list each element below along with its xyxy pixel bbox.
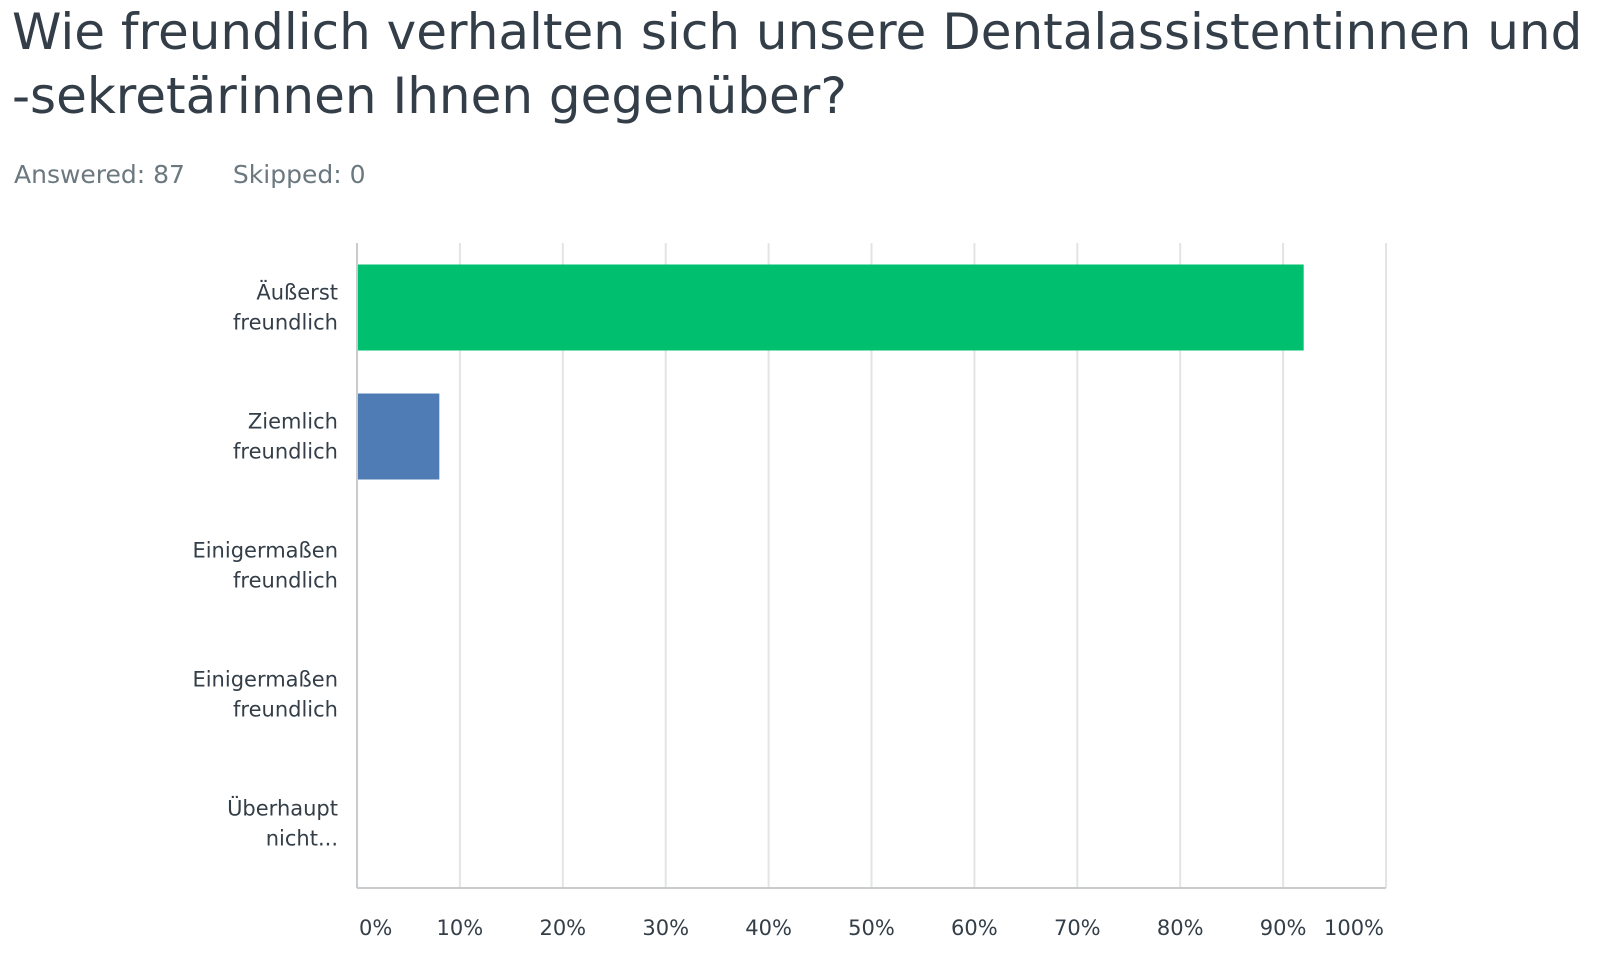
question-title: Wie freundlich verhalten sich unsere Den… [12,3,1583,125]
category-label: Ziemlich [248,410,338,434]
skipped-count: Skipped: 0 [232,160,366,189]
x-tick-label: 40% [745,916,792,940]
answered-count: Answered: 87 [14,160,185,189]
x-tick-label: 10% [437,916,484,940]
bar[interactable] [357,393,440,480]
category-label: Überhaupt [227,796,338,821]
category-label: freundlich [233,311,338,335]
tick-labels: 0% 10% 20% 30% 40% 50% 60% 70% 80% 90% 100% [359,916,1384,940]
x-tick-label: 20% [539,916,586,940]
x-tick-label: 100% [1324,916,1384,940]
x-tick-label: 60% [951,916,998,940]
category-label: Äußerst [256,280,338,305]
response-stats: Answered: 87 Skipped: 0 [14,160,365,189]
category-label: freundlich [233,569,338,593]
category-label: Einigermaßen [192,539,338,563]
x-tick-label: 90% [1260,916,1307,940]
category-label: Einigermaßen [192,668,338,692]
category-label: nicht... [266,827,338,851]
x-tick-label: 0% [359,916,392,940]
x-tick-label: 50% [848,916,895,940]
x-tick-label: 80% [1157,916,1204,940]
category-labels: Äußerst freundlich Ziemlich freundlich Einig… [192,280,338,851]
category-label: freundlich [233,440,338,464]
bars-layer [357,264,1304,480]
bar[interactable] [357,264,1304,351]
x-tick-label: 70% [1054,916,1101,940]
category-label: freundlich [233,698,338,722]
x-tick-label: 30% [642,916,689,940]
axis-layer [356,243,1386,889]
